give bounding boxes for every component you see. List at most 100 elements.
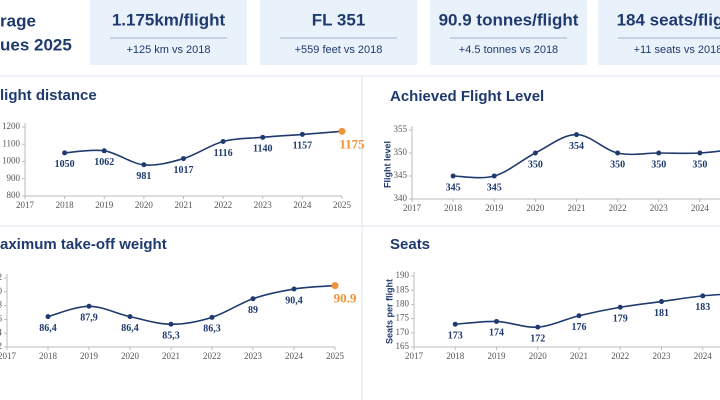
y-tick-label: 900 bbox=[7, 173, 21, 183]
point bbox=[209, 314, 215, 320]
value-label: 345 bbox=[446, 182, 461, 193]
value-label: 1017 bbox=[174, 165, 194, 176]
kpi-title: FL 351 bbox=[312, 10, 366, 29]
point bbox=[181, 156, 186, 162]
value-label: 183 bbox=[695, 302, 710, 313]
point bbox=[659, 299, 664, 305]
value-label: 345 bbox=[487, 182, 502, 193]
value-label: 90,4 bbox=[285, 295, 303, 306]
kpi-subtitle: +11 seats vs 2018 bbox=[634, 44, 720, 56]
x-tick-label: 2017 bbox=[403, 203, 422, 213]
point bbox=[168, 321, 174, 327]
x-tick-label: 2019 bbox=[80, 351, 99, 361]
point bbox=[576, 313, 582, 319]
value-label: 89 bbox=[248, 305, 258, 316]
x-tick-label: 2021 bbox=[570, 351, 588, 361]
y-tick-label: 170 bbox=[396, 327, 410, 337]
point bbox=[127, 314, 133, 320]
x-tick-label: 2018 bbox=[446, 351, 465, 361]
y-tick-label: 345 bbox=[394, 170, 408, 180]
y-tick-label: 800 bbox=[7, 190, 21, 200]
line bbox=[47, 284, 336, 326]
point bbox=[532, 150, 538, 156]
chart-title: Achieved Flight Level bbox=[390, 88, 544, 105]
x-tick-label: 2019 bbox=[95, 200, 114, 210]
x-tick-label: 2025 bbox=[326, 351, 345, 361]
y-tick-label: 1100 bbox=[2, 138, 20, 148]
x-tick-label: 2022 bbox=[203, 351, 221, 361]
value-label: 1116 bbox=[214, 148, 233, 159]
y-tick-label: 180 bbox=[396, 298, 410, 308]
point bbox=[250, 296, 256, 302]
value-label: 176 bbox=[572, 322, 587, 333]
kpi-title: 1.175km/flight bbox=[112, 10, 226, 29]
x-tick-label: 2019 bbox=[488, 351, 507, 361]
x-tick-label: 2017 bbox=[16, 200, 35, 210]
x-tick-label: 2022 bbox=[214, 200, 232, 210]
value-label: 85,3 bbox=[162, 331, 180, 342]
point bbox=[220, 138, 226, 144]
y-tick-label: 90 bbox=[0, 286, 3, 296]
point bbox=[62, 150, 68, 156]
point bbox=[141, 162, 147, 168]
value-label: 1062 bbox=[94, 157, 114, 168]
x-tick-label: 2017 bbox=[0, 351, 17, 361]
y-tick-label: 340 bbox=[394, 193, 408, 203]
value-label: 86,4 bbox=[39, 323, 57, 334]
header-line: ues 2025 bbox=[0, 35, 72, 54]
x-tick-label: 2023 bbox=[650, 203, 669, 213]
value-label: 350 bbox=[528, 159, 543, 170]
x-tick-label: 2020 bbox=[121, 351, 140, 361]
value-label: 174 bbox=[489, 328, 504, 339]
x-tick-label: 2024 bbox=[694, 351, 713, 361]
y-tick-label: 190 bbox=[396, 270, 410, 280]
y-axis-label: Seats per flight bbox=[384, 279, 394, 344]
x-tick-label: 2023 bbox=[254, 200, 273, 210]
point bbox=[697, 150, 703, 156]
x-tick-label: 2020 bbox=[135, 200, 154, 210]
point bbox=[291, 286, 297, 292]
chart-title: light distance bbox=[0, 87, 97, 104]
point bbox=[331, 282, 339, 290]
value-label: 354 bbox=[569, 141, 584, 152]
y-tick-label: 165 bbox=[396, 341, 410, 351]
kpi-title: 184 seats/flight bbox=[617, 10, 720, 29]
x-tick-label: 2023 bbox=[653, 351, 672, 361]
x-tick-label: 2019 bbox=[485, 203, 504, 213]
y-tick-label: 350 bbox=[394, 147, 408, 157]
point bbox=[338, 127, 346, 135]
y-tick-label: 88 bbox=[0, 300, 3, 310]
value-label: 86,3 bbox=[203, 324, 221, 335]
value-label: 172 bbox=[530, 333, 545, 344]
kpi-subtitle: +125 km vs 2018 bbox=[126, 44, 210, 56]
x-tick-label: 2020 bbox=[529, 351, 548, 361]
value-label: 90.9 bbox=[334, 291, 357, 306]
y-tick-label: 82 bbox=[0, 341, 2, 351]
y-tick-label: 1000 bbox=[2, 156, 21, 166]
y-axis-label: Flight level bbox=[382, 141, 392, 188]
kpi-card bbox=[598, 0, 720, 65]
x-tick-label: 2022 bbox=[611, 351, 629, 361]
x-tick-label: 2018 bbox=[444, 203, 463, 213]
value-label: 1050 bbox=[55, 159, 75, 170]
x-tick-label: 2018 bbox=[39, 351, 58, 361]
kpi-title: 90.9 tonnes/flight bbox=[439, 10, 579, 29]
point bbox=[260, 134, 266, 140]
y-tick-label: 86 bbox=[0, 313, 3, 323]
x-tick-label: 2024 bbox=[285, 351, 304, 361]
kpi-card bbox=[260, 0, 417, 65]
value-label: 350 bbox=[651, 159, 666, 170]
x-tick-label: 2022 bbox=[609, 203, 627, 213]
kpi-card bbox=[90, 0, 247, 65]
x-tick-label: 2021 bbox=[175, 200, 193, 210]
y-tick-label: 1200 bbox=[2, 121, 21, 131]
x-tick-label: 2023 bbox=[244, 351, 263, 361]
point bbox=[617, 304, 623, 310]
point bbox=[299, 131, 305, 137]
y-tick-label: 185 bbox=[396, 284, 410, 294]
point bbox=[450, 173, 456, 179]
line bbox=[453, 133, 720, 179]
y-tick-label: 175 bbox=[396, 313, 410, 323]
